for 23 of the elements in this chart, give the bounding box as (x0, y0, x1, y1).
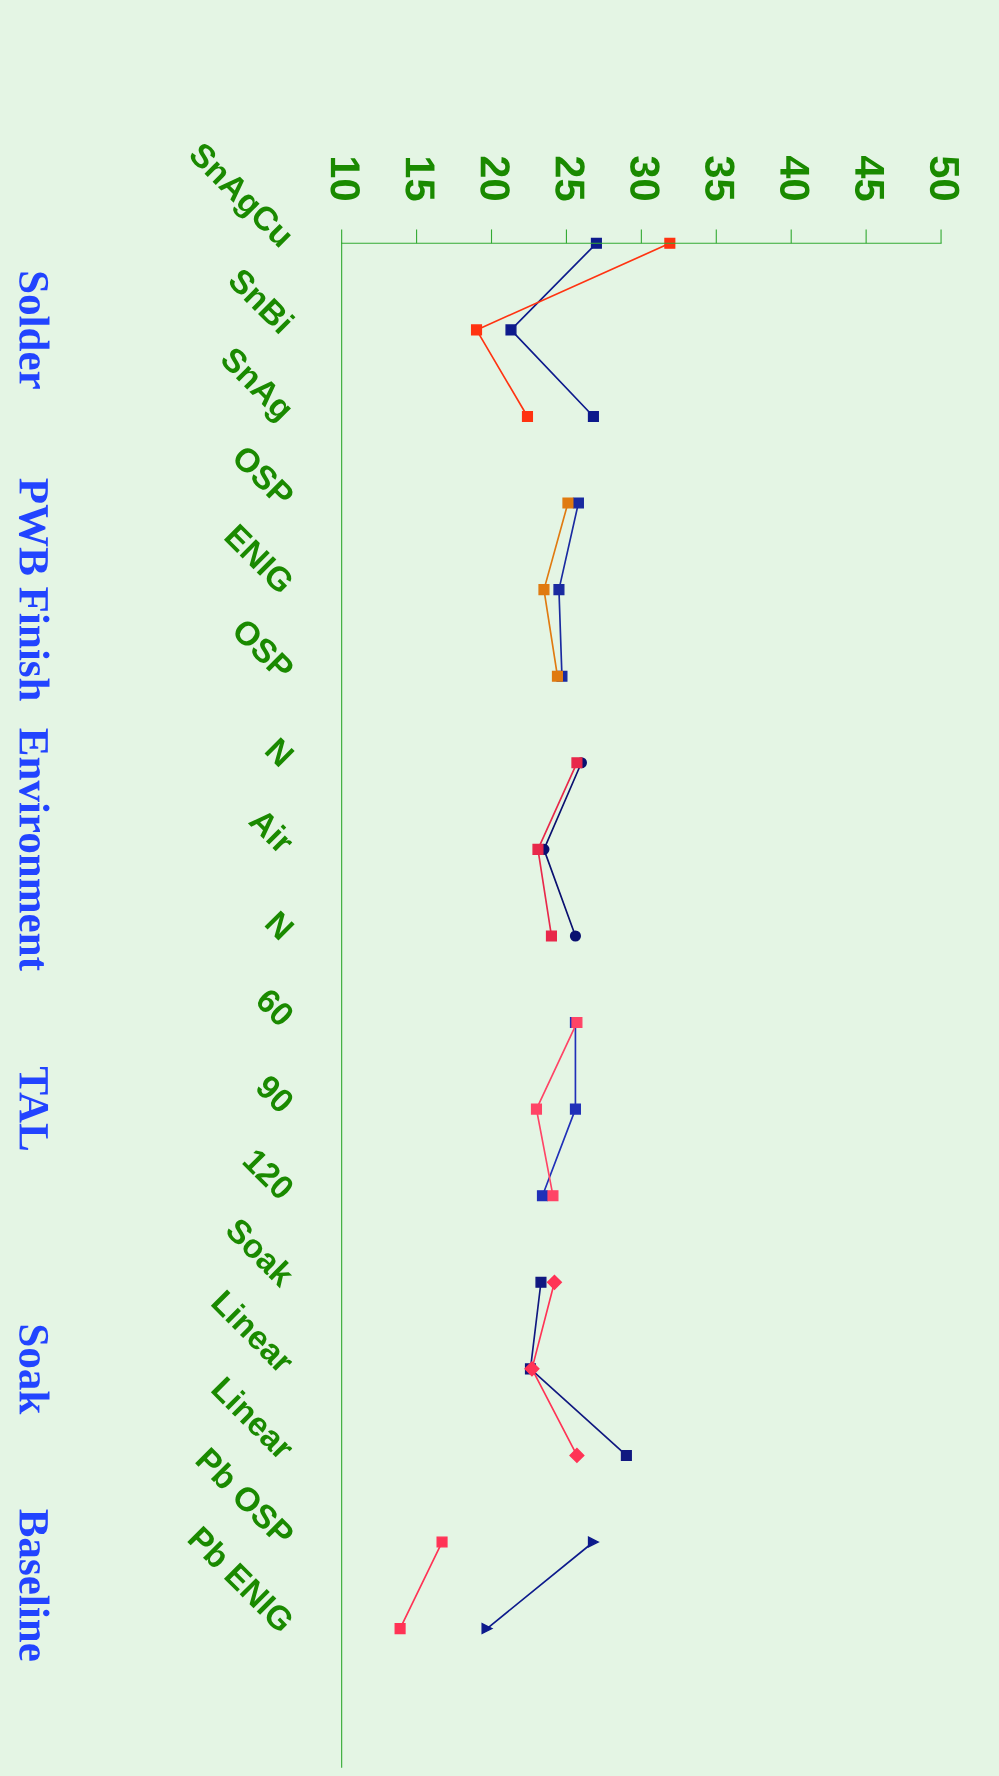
x-tick-label: 10 (330, 157, 360, 200)
x-tick-label: 50 (929, 156, 960, 200)
text: TAL (19, 1067, 49, 1150)
text: Soak (19, 1325, 50, 1415)
text: PWB Finish (18, 478, 50, 701)
y-tick-label: N (264, 910, 295, 941)
x-tick-label: 45 (854, 155, 885, 201)
y-tick-label: 60 (254, 986, 296, 1028)
x-tick-label: 40 (780, 155, 810, 200)
text: Environment (19, 728, 50, 971)
y-tick-label: 90 (254, 1073, 296, 1115)
x-tick-label: 15 (405, 157, 435, 201)
x-tick-label: 30 (630, 156, 660, 200)
y-tick-label: OSP (230, 617, 296, 682)
x-tick-label: 35 (705, 156, 735, 201)
x-tick-label: 20 (480, 156, 510, 200)
y-tick-label: 120 (241, 1147, 296, 1202)
x-tick-label: 25 (555, 156, 585, 201)
y-tick-label: N (264, 737, 295, 768)
text: Baseline (19, 1509, 50, 1661)
text: Solder (19, 272, 50, 389)
y-tick-label: Air (247, 806, 297, 856)
y-tick-label: OSP (230, 443, 296, 509)
